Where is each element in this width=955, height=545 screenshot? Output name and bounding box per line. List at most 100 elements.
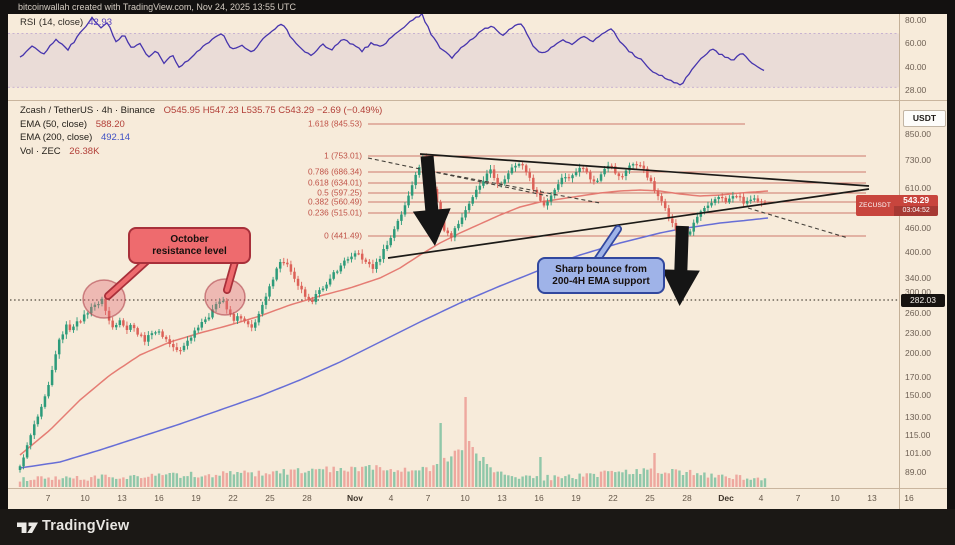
time-axis-tick: 13	[117, 493, 127, 503]
ema-50-line	[19, 189, 769, 456]
tradingview-logo-icon[interactable]	[16, 520, 42, 536]
rsi-axis-tick: 40.00	[905, 62, 927, 72]
symbol-title: Zcash / TetherUS · 4h · Binance	[20, 105, 155, 116]
time-axis-tick: 28	[302, 493, 312, 503]
legend-volume-row[interactable]: Vol · ZEC 26.38K	[20, 145, 382, 159]
time-axis-tick: 10	[460, 493, 470, 503]
price-axis-tick: 730.00	[905, 155, 931, 165]
ema200-value: 492.14	[100, 132, 131, 143]
tradingview-wordmark[interactable]: TradingView	[42, 518, 130, 534]
price-axis-tick: 130.00	[905, 412, 931, 422]
rsi-value: 42.93	[88, 17, 112, 28]
price-axis-tick: 610.00	[905, 183, 931, 193]
callout-line: resistance level	[152, 245, 227, 257]
time-axis-tick: 10	[80, 493, 90, 503]
time-axis-tick: 13	[867, 493, 877, 503]
callout-line: October	[170, 234, 209, 245]
time-axis-tick: Dec	[718, 493, 734, 503]
time-axis-tick: Nov	[346, 493, 364, 503]
level-price-badge: 282.03	[901, 294, 945, 307]
fib-label: 0.618 (634.01)	[308, 178, 362, 188]
ticker-tag: ZECUSDT	[859, 202, 892, 209]
price-axis-tick: 115.00	[905, 430, 931, 440]
symbol-legend[interactable]: Zcash / TetherUS · 4h · Binance O545.95 …	[20, 104, 382, 158]
time-axis-tick: 19	[191, 493, 201, 503]
fib-label: 0 (441.49)	[324, 231, 362, 241]
price-axis-tick: 101.00	[905, 448, 931, 458]
time-axis-tick: 7	[45, 493, 51, 503]
bar-countdown: 03:04:52	[894, 206, 939, 216]
price-axis-tick: 300.00	[905, 287, 931, 297]
callout-line: 200-4H EMA support	[552, 275, 650, 287]
fib-label: 0.236 (515.01)	[308, 208, 362, 218]
time-axis-tick: 22	[608, 493, 618, 503]
timeline-divider	[8, 488, 947, 489]
current-price-badge: ZECUSDT 543.29 03:04:52	[856, 195, 939, 216]
time-axis-tick: 19	[571, 493, 581, 503]
chart-plot-area[interactable]: 1.618 (845.53)1 (753.01)0.786 (686.34)0.…	[8, 14, 899, 488]
ema50-value: 588.20	[95, 118, 125, 130]
price-axis-tick: 460.00	[905, 223, 931, 233]
fib-label: 1.618 (845.53)	[308, 119, 362, 129]
rsi-legend[interactable]: RSI (14, close) 42.93	[20, 17, 112, 28]
rsi-title: RSI	[20, 17, 36, 28]
time-axis-tick: 13	[497, 493, 507, 503]
time-axis-tick: 28	[682, 493, 692, 503]
time-axis-tick: 25	[645, 493, 655, 503]
time-axis-tick: 16	[154, 493, 164, 503]
ema-bounce-callout[interactable]: Sharp bounce from 200-4H EMA support	[537, 257, 665, 294]
time-axis-tick: 4	[388, 493, 394, 503]
legend-symbol-row[interactable]: Zcash / TetherUS · 4h · Binance O545.95 …	[20, 104, 382, 118]
rsi-axis-tick: 60.00	[905, 38, 927, 48]
time-axis-tick: 7	[425, 493, 431, 503]
price-axis-tick: 260.00	[905, 308, 931, 318]
trendlines	[367, 153, 870, 259]
price-axis-tick: 200.00	[905, 348, 931, 358]
time-axis-tick: 7	[795, 493, 801, 503]
price-axis-tick: 850.00	[905, 129, 931, 139]
current-price: 543.29	[903, 195, 930, 205]
rsi-axis-tick: 80.00	[905, 15, 927, 25]
rsi-panel	[8, 14, 899, 88]
fib-label: 0.5 (597.25)	[317, 188, 362, 198]
ema200-label: EMA (200, close)	[20, 132, 93, 143]
rsi-params: (14, close)	[38, 17, 84, 28]
time-axis[interactable]: 7 10 13 16 19 22 25 28 Nov 4 7 10 13 16 19 22 25 28 Dec 4 7 1…	[8, 489, 947, 509]
attribution-text: bitcoinwallah created with TradingView.c…	[18, 2, 296, 12]
ema50-label: EMA (50, close)	[20, 118, 88, 130]
down-arrows	[412, 155, 700, 306]
candlesticks	[18, 153, 767, 473]
time-axis-tick: 22	[228, 493, 238, 503]
down-arrow-drawing	[412, 155, 451, 246]
price-axis-tick: 400.00	[905, 247, 931, 257]
ema-200-line	[19, 217, 769, 469]
usdt-currency-button[interactable]: USDT	[903, 110, 946, 127]
time-axis-tick: 16	[534, 493, 544, 503]
volume-label: Vol · ZEC	[20, 145, 61, 157]
legend-ema200-row[interactable]: EMA (200, close) 492.14	[20, 131, 382, 145]
price-axis-tick: 340.00	[905, 273, 931, 283]
october-resistance-callout[interactable]: October resistance level	[128, 227, 251, 264]
price-axis-tick: 89.00	[905, 467, 927, 477]
volume-value: 26.38K	[69, 145, 100, 157]
callout-tails	[104, 225, 622, 300]
rsi-axis-tick: 28.00	[905, 85, 927, 95]
fib-label: 0.786 (686.34)	[308, 167, 362, 177]
panel-divider	[8, 100, 947, 101]
price-axis[interactable]: USDT 80.00 60.00 40.00 28.00 850.00 730.00 610…	[899, 14, 947, 509]
time-axis-tick: 16	[904, 493, 914, 503]
down-arrow-drawing	[661, 225, 700, 306]
fib-label: 1 (753.01)	[324, 151, 362, 161]
volume-bars	[18, 397, 767, 487]
time-axis-tick: 4	[758, 493, 764, 503]
time-axis-tick: 25	[265, 493, 275, 503]
fib-label: 0.382 (560.49)	[308, 197, 362, 207]
legend-ema50-row[interactable]: EMA (50, close) 588.20	[20, 118, 382, 132]
ohlc-values: O545.95 H547.23 L535.75 C543.29 −2.69 (−…	[163, 105, 383, 116]
price-axis-tick: 150.00	[905, 390, 931, 400]
footer-bar	[0, 509, 955, 545]
price-axis-tick: 230.00	[905, 328, 931, 338]
callout-line: Sharp bounce from	[555, 264, 647, 275]
price-axis-tick: 170.00	[905, 372, 931, 382]
